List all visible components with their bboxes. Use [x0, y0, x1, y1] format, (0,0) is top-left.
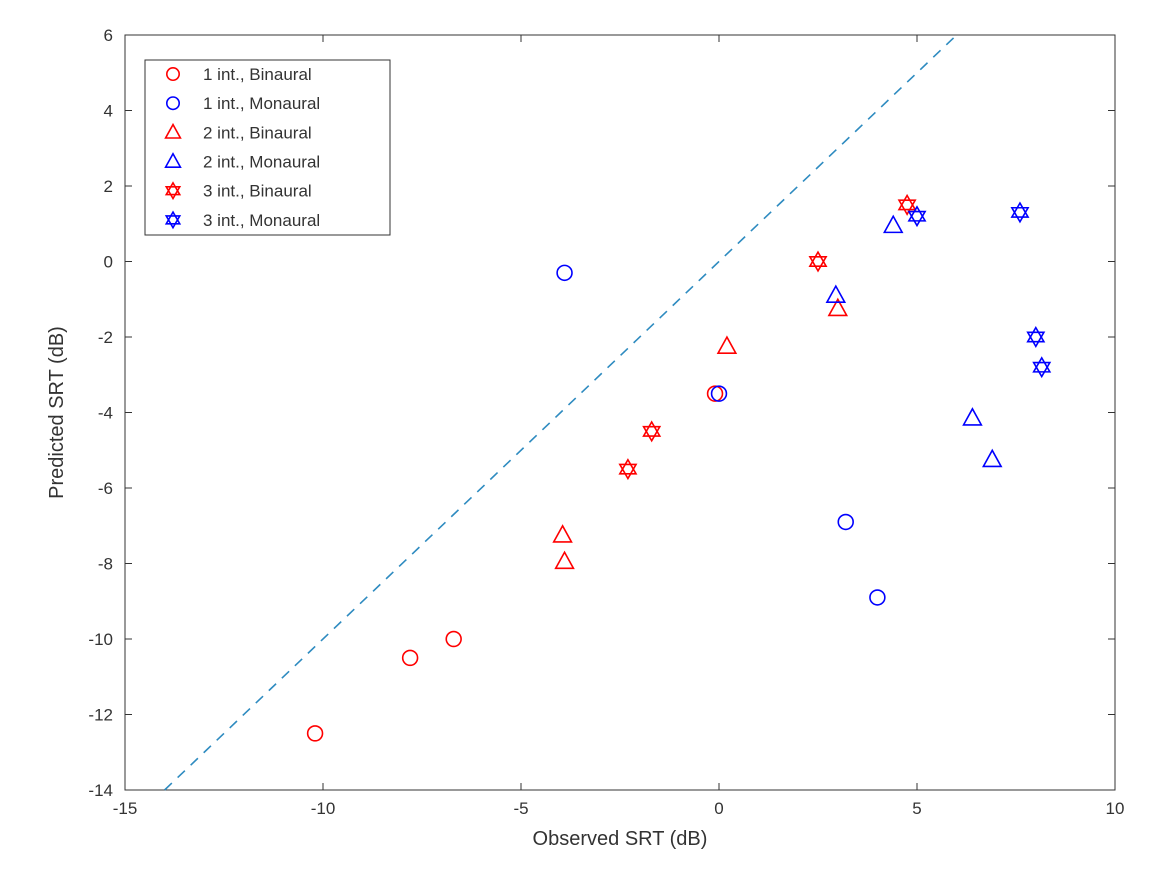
marker-circle [708, 386, 723, 401]
marker-circle [557, 265, 572, 280]
marker-circle [712, 386, 727, 401]
xtick-label: -10 [311, 799, 336, 818]
marker-triangle [718, 337, 736, 353]
marker-hexagram [644, 427, 660, 441]
marker-circle [870, 590, 885, 605]
xtick-label: 5 [912, 799, 921, 818]
marker-circle [838, 515, 853, 530]
marker-hexagram [810, 257, 826, 271]
xtick-label: -15 [113, 799, 138, 818]
legend-label: 3 int., Binaural [203, 182, 312, 201]
marker-hexagram [644, 422, 660, 436]
xtick-label: 10 [1106, 799, 1125, 818]
ytick-label: -10 [88, 630, 113, 649]
marker-circle [446, 632, 461, 647]
ytick-label: 4 [104, 102, 113, 121]
marker-hexagram [1034, 363, 1050, 377]
marker-hexagram [1028, 332, 1044, 346]
y-axis-label: Predicted SRT (dB) [46, 326, 68, 499]
ytick-label: -6 [98, 479, 113, 498]
ytick-label: -4 [98, 404, 113, 423]
marker-triangle [827, 286, 845, 302]
xtick-label: -5 [513, 799, 528, 818]
legend-label: 1 int., Binaural [203, 65, 312, 84]
legend-label: 2 int., Binaural [203, 123, 312, 142]
legend-label: 2 int., Monaural [203, 153, 320, 172]
marker-hexagram [620, 464, 636, 478]
x-axis-label: Observed SRT (dB) [533, 828, 708, 850]
ytick-label: -2 [98, 328, 113, 347]
marker-triangle [556, 552, 574, 568]
ytick-label: -14 [88, 781, 113, 800]
marker-hexagram [1034, 358, 1050, 372]
marker-triangle [983, 450, 1001, 466]
marker-hexagram [1028, 328, 1044, 342]
marker-triangle [884, 216, 902, 232]
xtick-label: 0 [714, 799, 723, 818]
marker-circle [308, 726, 323, 741]
legend-label: 1 int., Monaural [203, 94, 320, 113]
marker-hexagram [1012, 203, 1028, 217]
marker-hexagram [899, 196, 915, 210]
marker-circle [403, 650, 418, 665]
legend-label: 3 int., Monaural [203, 211, 320, 230]
ytick-label: 6 [104, 26, 113, 45]
legend-box [145, 60, 390, 235]
ytick-label: 2 [104, 177, 113, 196]
marker-triangle [964, 409, 982, 425]
scatter-chart: -15 -10 -5 0 5 10 -14 -12 -10 -8 -6 -4 -2 0 2 4 6 Observe… [0, 0, 1167, 875]
marker-triangle [554, 526, 572, 542]
ytick-label: -8 [98, 555, 113, 574]
marker-hexagram [810, 252, 826, 266]
ytick-label: 0 [104, 253, 113, 272]
marker-hexagram [620, 460, 636, 474]
ytick-label: -12 [88, 706, 113, 725]
marker-hexagram [1012, 208, 1028, 222]
marker-hexagram [909, 212, 925, 226]
